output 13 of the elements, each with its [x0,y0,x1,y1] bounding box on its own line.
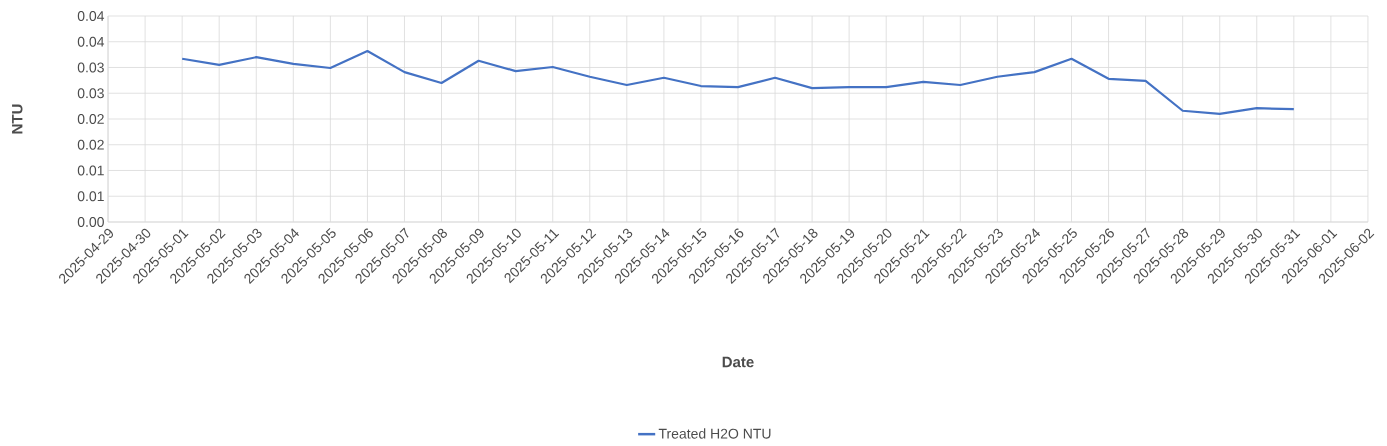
y-tick-label: 0.04 [77,36,105,47]
y-tick-label: 0.03 [77,62,104,73]
legend-label: Treated H2O NTU [658,428,771,439]
y-tick-label: 0.00 [77,217,104,227]
y-tick-label: 0.02 [77,139,104,150]
y-axis-title: NTU [12,104,23,134]
line-series [181,49,1295,115]
y-tick-label: 0.01 [77,165,104,176]
y-tick-label: 0.02 [77,114,104,124]
y-tick-label: 0.04 [77,11,105,21]
y-tick-label: 0.01 [77,191,104,202]
x-axis-title: Date [722,356,754,368]
y-tick-label: 0.03 [77,88,104,99]
